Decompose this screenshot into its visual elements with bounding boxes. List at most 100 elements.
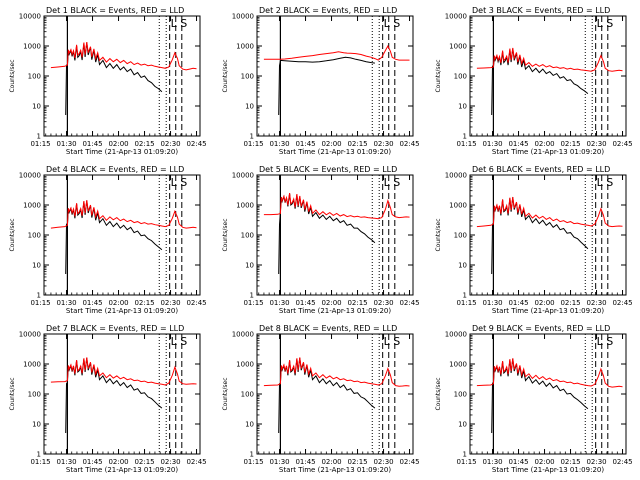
panel-2-series-group bbox=[263, 44, 410, 116]
panel-4-series-group bbox=[50, 200, 197, 275]
panel-4-ytick-label: 1 bbox=[37, 292, 41, 300]
panel-1-xtick-label: 02:15 bbox=[134, 140, 154, 148]
panel-5-xtick-label: 02:15 bbox=[347, 299, 367, 307]
panel-9-xtick-label: 02:45 bbox=[612, 458, 632, 466]
panel-1-series-group bbox=[50, 42, 197, 116]
panel-4-ytick-label: 100 bbox=[28, 232, 41, 240]
panel-6-xlabel: Start Time (21-Apr-13 01:09:20) bbox=[492, 307, 604, 315]
panel-1-chart: Det 1 BLACK = Events, RED = LLD 1 10 100 100… bbox=[9, 6, 207, 156]
panel-7-series-events-black bbox=[65, 357, 163, 434]
panel-6-series-group bbox=[476, 196, 623, 275]
panel-1-ytick-label: 10000 bbox=[19, 13, 41, 21]
panel-7-series-lld-red bbox=[50, 357, 197, 386]
panel-6-ytick-label: 1000 bbox=[449, 202, 467, 210]
panel-3-xtick-label: 02:45 bbox=[612, 140, 632, 148]
panel-1-xtick-label: 01:45 bbox=[82, 140, 102, 148]
panel-9-chart: Det 9 BLACK = Events, RED = LLD 1 10 100 100… bbox=[435, 324, 633, 474]
panel-5-xtick-label: 01:15 bbox=[243, 299, 263, 307]
panel-2-xlabel: Start Time (21-Apr-13 01:09:20) bbox=[279, 148, 391, 156]
panel-3-xtick-label: 01:15 bbox=[456, 140, 476, 148]
panel-3-xtick-label: 02:30 bbox=[586, 140, 606, 148]
panel-2-xtick-label: 01:45 bbox=[295, 140, 315, 148]
panel-9-ytick-label: 10000 bbox=[445, 331, 467, 339]
panel-3-marker-label: L S bbox=[597, 17, 614, 30]
panel-7-xtick-label: 01:15 bbox=[30, 458, 50, 466]
panel-7-marker-label: L S bbox=[171, 335, 188, 348]
panel-5-marker-label: L S bbox=[384, 176, 401, 189]
panel-7-title: Det 7 BLACK = Events, RED = LLD bbox=[46, 324, 184, 333]
panel-8-marker-label: L S bbox=[384, 335, 401, 348]
panel-8-ylabel: Counts/sec bbox=[222, 377, 229, 410]
panel-6-ylabel: Counts/sec bbox=[435, 218, 442, 251]
panel-3-xtick-label: 01:45 bbox=[508, 140, 528, 148]
panel-5-xtick-label: 02:30 bbox=[373, 299, 393, 307]
panel-2-ytick-label: 10 bbox=[245, 103, 254, 111]
panel-6-title: Det 6 BLACK = Events, RED = LLD bbox=[472, 165, 610, 174]
panel-8-title: Det 8 BLACK = Events, RED = LLD bbox=[259, 324, 397, 333]
panel-1-xtick-label: 02:45 bbox=[186, 140, 206, 148]
panel-5-chart: Det 5 BLACK = Events, RED = LLD 1 10 100 100… bbox=[222, 165, 420, 315]
panel-4-xtick-label: 02:15 bbox=[134, 299, 154, 307]
panel-9-xtick-label: 01:30 bbox=[482, 458, 502, 466]
panel-5-series-lld-red bbox=[263, 193, 410, 220]
panel-4-ytick-label: 10000 bbox=[19, 172, 41, 180]
panel-5-ylabel: Counts/sec bbox=[222, 218, 229, 251]
panel-5-xtick-label: 02:00 bbox=[321, 299, 341, 307]
panel-6-ytick-label: 100 bbox=[454, 232, 467, 240]
panel-4-xtick-label: 02:45 bbox=[186, 299, 206, 307]
panel-7-xtick-label: 01:30 bbox=[56, 458, 76, 466]
panel-4-title: Det 4 BLACK = Events, RED = LLD bbox=[46, 165, 184, 174]
panel-3-ytick-label: 100 bbox=[454, 73, 467, 81]
panel-4-xtick-label: 02:30 bbox=[160, 299, 180, 307]
panel-4-xlabel: Start Time (21-Apr-13 01:09:20) bbox=[66, 307, 178, 315]
panel-4-ylabel: Counts/sec bbox=[9, 218, 16, 251]
panel-9-series-lld-red bbox=[476, 358, 623, 388]
panel-7-xtick-label: 02:15 bbox=[134, 458, 154, 466]
panel-8-series-group bbox=[263, 357, 410, 434]
panel-1-ytick-label: 1 bbox=[37, 133, 41, 141]
panel-2-xtick-label: 01:30 bbox=[269, 140, 289, 148]
panel-6-xtick-label: 02:15 bbox=[560, 299, 580, 307]
panel-3-ylabel: Counts/sec bbox=[435, 59, 442, 92]
panel-2-ytick-label: 10000 bbox=[232, 13, 254, 21]
panel-8-xtick-label: 02:00 bbox=[321, 458, 341, 466]
panel-7-xtick-label: 02:30 bbox=[160, 458, 180, 466]
panel-9-marker-label: L S bbox=[597, 335, 614, 348]
panel-5-title: Det 5 BLACK = Events, RED = LLD bbox=[259, 165, 397, 174]
panel-7-ylabel: Counts/sec bbox=[9, 377, 16, 410]
panel-8-xtick-label: 01:15 bbox=[243, 458, 263, 466]
panel-4-xtick-label: 01:15 bbox=[30, 299, 50, 307]
panel-5-ytick-label: 10000 bbox=[232, 172, 254, 180]
panel-8-ytick-label: 1000 bbox=[236, 361, 254, 369]
panel-7-xtick-label: 02:45 bbox=[186, 458, 206, 466]
panel-9-xtick-label: 02:15 bbox=[560, 458, 580, 466]
panel-9-ylabel: Counts/sec bbox=[435, 377, 442, 410]
panel-9-xtick-label: 01:45 bbox=[508, 458, 528, 466]
panel-2-xtick-label: 01:15 bbox=[243, 140, 263, 148]
panel-8-xlabel: Start Time (21-Apr-13 01:09:20) bbox=[279, 466, 391, 474]
panel-6-series-events-black bbox=[491, 197, 589, 275]
panel-2-marker-label: L S bbox=[384, 17, 401, 30]
panel-6-xtick-label: 01:30 bbox=[482, 299, 502, 307]
panel-4-chart: Det 4 BLACK = Events, RED = LLD 1 10 100 100… bbox=[9, 165, 207, 315]
panel-2-ytick-label: 100 bbox=[241, 73, 254, 81]
panel-2-ytick-label: 1 bbox=[250, 133, 254, 141]
panel-1-xlabel: Start Time (21-Apr-13 01:09:20) bbox=[66, 148, 178, 156]
panel-7-xtick-label: 02:00 bbox=[108, 458, 128, 466]
panel-7-ytick-label: 1000 bbox=[23, 361, 41, 369]
panel-3-title: Det 3 BLACK = Events, RED = LLD bbox=[472, 6, 610, 15]
panel-9-ytick-label: 100 bbox=[454, 391, 467, 399]
panel-4-ytick-label: 1000 bbox=[23, 202, 41, 210]
panel-8-ytick-label: 1 bbox=[250, 451, 254, 459]
panel-2-ytick-label: 1000 bbox=[236, 43, 254, 51]
panel-2-title: Det 2 BLACK = Events, RED = LLD bbox=[259, 6, 397, 15]
panel-4-marker-label: L S bbox=[171, 176, 188, 189]
panel-3-series-lld-red bbox=[476, 47, 623, 72]
panel-1-ytick-label: 100 bbox=[28, 73, 41, 81]
panel-5-xtick-label: 02:45 bbox=[399, 299, 419, 307]
panel-6-marker-label: L S bbox=[597, 176, 614, 189]
panel-2-series-lld-red bbox=[263, 44, 410, 61]
panel-3-xlabel: Start Time (21-Apr-13 01:09:20) bbox=[492, 148, 604, 156]
panel-5-ytick-label: 1 bbox=[250, 292, 254, 300]
panel-1-ylabel: Counts/sec bbox=[9, 59, 16, 92]
